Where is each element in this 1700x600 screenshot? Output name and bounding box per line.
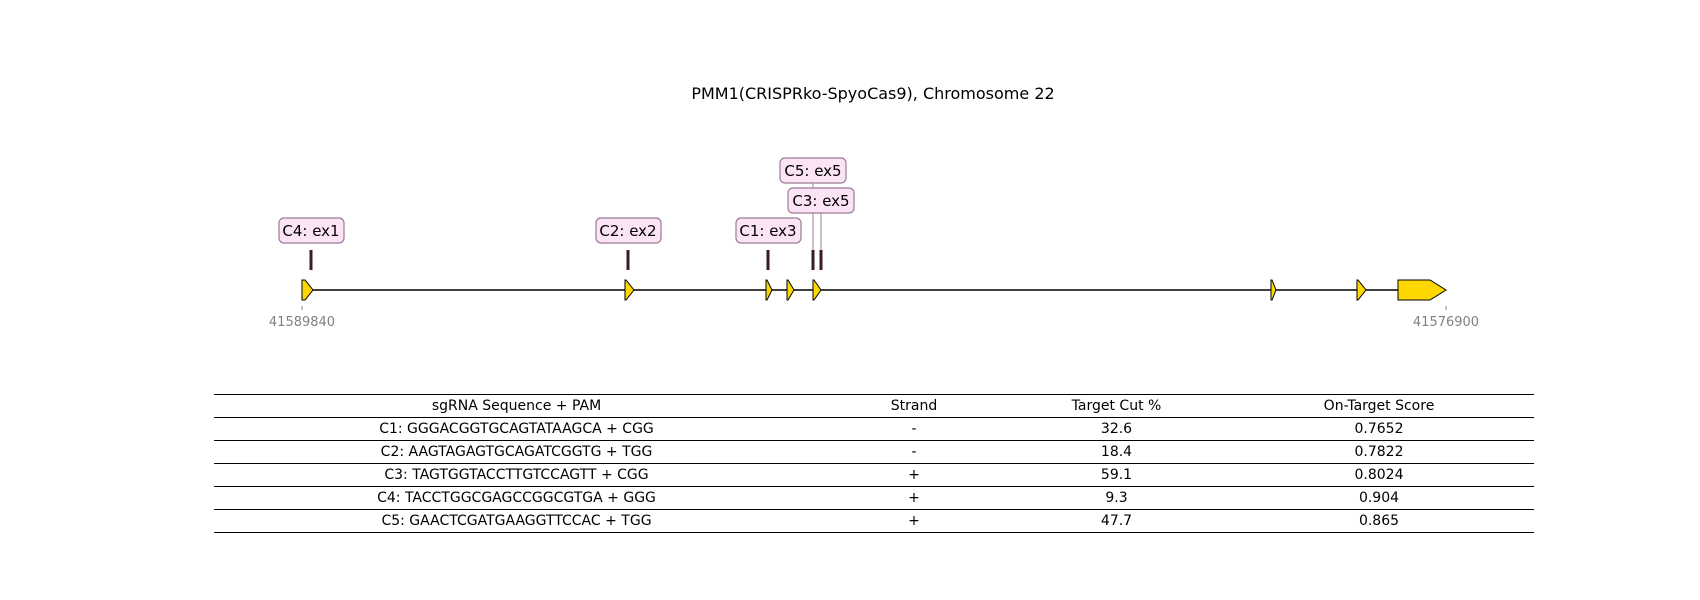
cell-strand: + [819,463,1009,487]
cut-label-box-c1 [735,217,802,244]
cell-on-target-score: 0.8024 [1224,463,1534,487]
end-coordinate: 41576900 [1413,315,1479,330]
gene-diagram: PMM1(CRISPRko-SpyoCas9), Chromosome 22 4… [269,84,1479,330]
sgrna-table: sgRNA Sequence + PAM Strand Target Cut %… [214,394,1534,533]
table-row: C3: TAGTGGTACCTTGTCCAGTT + CGG + 59.1 0.… [214,463,1534,487]
cut-label-c2: C2: ex2 [599,222,656,240]
cell-cut-percent: 9.3 [1009,486,1224,510]
table-row: C1: GGGACGGTGCAGTATAAGCA + CGG - 32.6 0.… [214,417,1534,441]
exon-7 [1356,279,1367,301]
cut-label-box-c3 [787,187,855,214]
cell-sequence: C4: TACCTGGCGAGCCGGCGTGA + GGG [214,486,819,510]
cut-label-c3: C3: ex5 [792,192,849,210]
cell-strand: + [819,486,1009,510]
exon-1 [301,279,314,301]
cut-label-c4: C4: ex1 [282,222,339,240]
cut-label-c1: C1: ex3 [739,222,796,240]
cell-cut-percent: 47.7 [1009,509,1224,533]
cell-strand: + [819,509,1009,533]
cell-sequence: C1: GGGACGGTGCAGTATAAGCA + CGG [214,417,819,441]
cell-cut-percent: 18.4 [1009,440,1224,464]
exon-6 [1270,279,1277,301]
cell-cut-percent: 32.6 [1009,417,1224,441]
exon-3 [765,279,773,301]
cut-label-box-c5 [779,157,847,184]
table-row: C4: TACCTGGCGAGCCGGCGTGA + GGG + 9.3 0.9… [214,486,1534,510]
exon-4 [786,279,795,301]
header-sequence: sgRNA Sequence + PAM [214,394,819,418]
cut-label-box-c2 [595,217,662,244]
chart-title: PMM1(CRISPRko-SpyoCas9), Chromosome 22 [691,84,1054,103]
cut-label-c5: C5: ex5 [784,162,841,180]
cell-cut-percent: 59.1 [1009,463,1224,487]
cell-strand: - [819,417,1009,441]
exon-group [301,279,1447,301]
cell-sequence: C2: AAGTAGAGTGCAGATCGGTG + TGG [214,440,819,464]
cell-on-target-score: 0.904 [1224,486,1534,510]
exon-8 [1397,279,1447,301]
exon-2 [624,279,635,301]
header-cut-percent: Target Cut % [1009,394,1224,418]
start-coordinate: 41589840 [269,315,335,330]
cell-sequence: C5: GAACTCGATGAAGGTTCCAC + TGG [214,509,819,533]
cell-on-target-score: 0.7822 [1224,440,1534,464]
cut-label-box-c4 [278,217,345,244]
table-row: C2: AAGTAGAGTGCAGATCGGTG + TGG - 18.4 0.… [214,440,1534,464]
exon-5 [812,279,822,301]
header-on-target-score: On-Target Score [1224,394,1534,418]
cell-sequence: C3: TAGTGGTACCTTGTCCAGTT + CGG [214,463,819,487]
table-header-row: sgRNA Sequence + PAM Strand Target Cut %… [214,394,1534,418]
cell-strand: - [819,440,1009,464]
table-row: C5: GAACTCGATGAAGGTTCCAC + TGG + 47.7 0.… [214,509,1534,533]
cell-on-target-score: 0.865 [1224,509,1534,533]
header-strand: Strand [819,394,1009,418]
cell-on-target-score: 0.7652 [1224,417,1534,441]
